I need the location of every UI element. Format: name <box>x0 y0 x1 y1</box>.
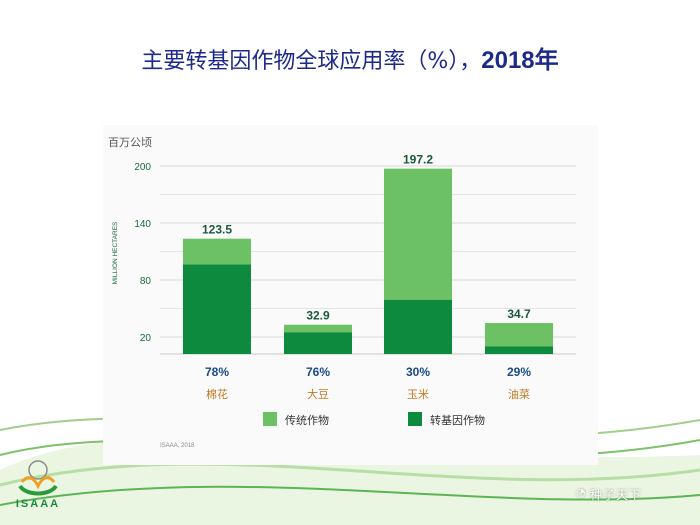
chart-panel: 20 80 140 200 百万公顷 MILLION HECTARES 123.5 78% 棉花… <box>103 125 598 465</box>
bar-gm <box>183 264 251 354</box>
bar-conventional <box>284 324 352 333</box>
logo-text: ISAAA <box>15 498 61 510</box>
bar-conventional <box>183 238 251 265</box>
total-label: 197.2 <box>403 153 433 167</box>
gm-share-label: 29% <box>507 365 531 379</box>
category-label: 油菜 <box>508 387 530 401</box>
gm-share-label: 78% <box>205 365 229 379</box>
legend-swatch-gm <box>408 412 422 426</box>
slide-title: 主要转基因作物全球应用率（%），2018年 <box>0 40 700 75</box>
bar-gm <box>485 346 553 354</box>
bar-conventional <box>384 168 452 300</box>
isaaa-logo-icon <box>18 460 58 496</box>
total-label: 123.5 <box>202 223 232 237</box>
y-tick-label: 140 <box>134 219 151 230</box>
legend-swatch-conventional <box>263 412 277 426</box>
title-year: 2018年 <box>481 47 559 74</box>
category-label: 大豆 <box>307 387 329 401</box>
y-axis-label: MILLION HECTARES <box>112 221 119 284</box>
watermark: 种子天下 <box>590 488 643 502</box>
source-label: ISAAA, 2018 <box>160 443 195 449</box>
total-label: 34.7 <box>507 307 531 321</box>
y-tick-label: 20 <box>140 333 152 344</box>
total-label: 32.9 <box>306 309 330 323</box>
gm-share-label: 30% <box>406 365 430 379</box>
category-label: 棉花 <box>206 387 228 401</box>
title-main: 主要转基因作物全球应用率（%）， <box>141 49 482 74</box>
y-tick-label: 200 <box>134 162 151 173</box>
unit-label: 百万公顷 <box>108 136 152 149</box>
bar-gm <box>284 332 352 354</box>
y-tick-label: 80 <box>140 276 152 287</box>
bar-chart: 20 80 140 200 百万公顷 MILLION HECTARES 123.5 78% 棉花… <box>108 136 576 449</box>
legend-label-conventional: 传统作物 <box>285 413 329 427</box>
gm-share-label: 76% <box>306 365 330 379</box>
wechat-icon: ◔ <box>576 486 586 499</box>
legend-label-gm: 转基因作物 <box>430 413 485 427</box>
bar-gm <box>384 299 452 354</box>
category-label: 玉米 <box>407 388 429 401</box>
bar-conventional <box>485 323 553 347</box>
